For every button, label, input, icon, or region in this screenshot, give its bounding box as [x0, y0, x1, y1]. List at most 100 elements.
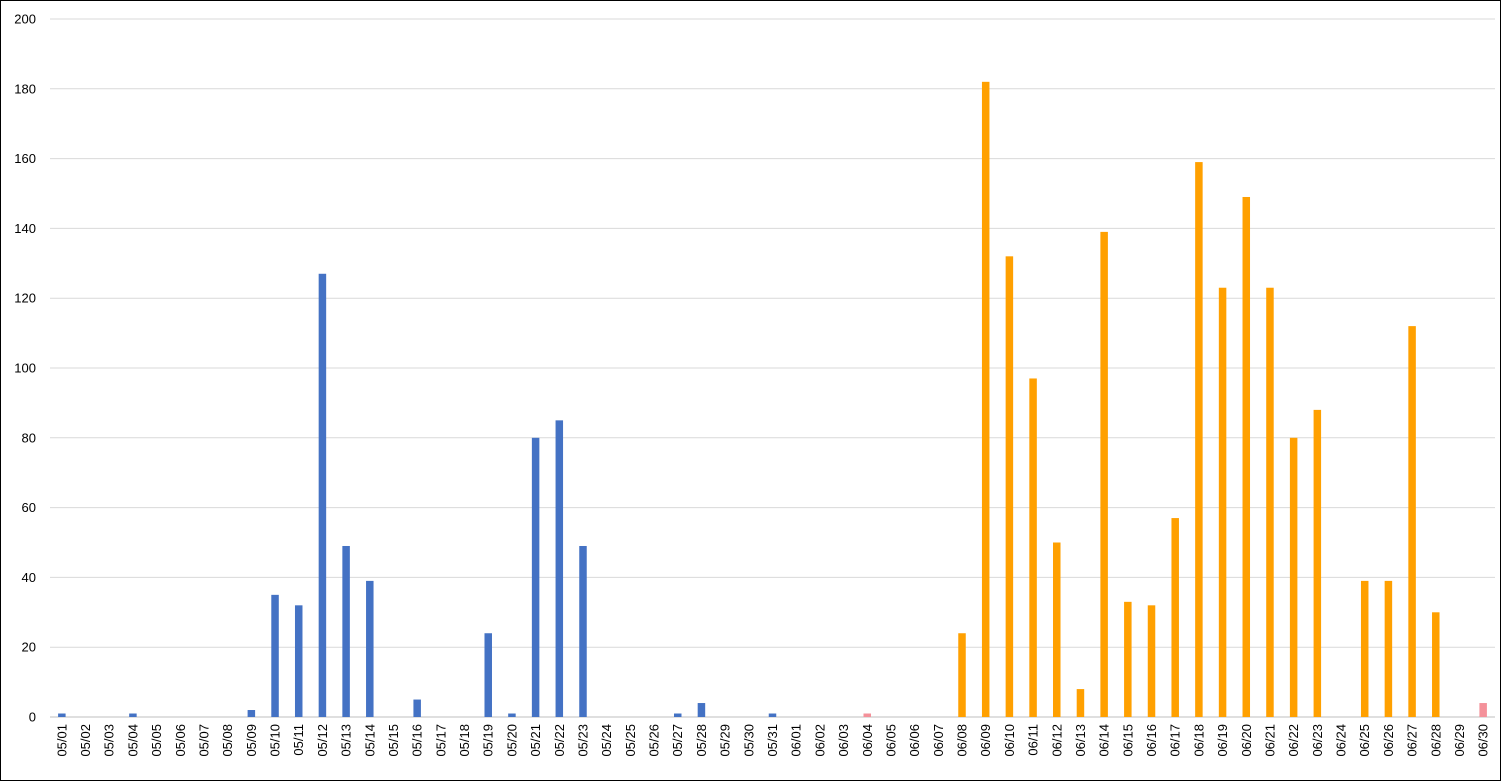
gridlines	[50, 18, 1495, 718]
x-tick-label: 06/02	[812, 724, 827, 757]
bar-06-27	[1408, 326, 1416, 717]
x-tick-label: 06/13	[1073, 724, 1088, 757]
x-tick-label: 06/14	[1097, 724, 1112, 757]
bar-06-08	[958, 633, 966, 717]
y-tick-label: 60	[22, 500, 36, 515]
x-tick-label: 05/16	[410, 724, 425, 757]
bar-05-23	[579, 545, 587, 717]
x-tick-label: 06/27	[1405, 724, 1420, 757]
bar-05-16	[413, 699, 421, 717]
x-tick-label: 05/19	[481, 724, 496, 757]
x-tick-label: 05/09	[244, 724, 259, 757]
bar-05-13	[342, 545, 350, 717]
bar-06-10	[1005, 256, 1014, 717]
bar-06-30	[1479, 703, 1487, 717]
x-tick-label: 05/14	[362, 724, 377, 757]
bar-05-10	[271, 594, 279, 717]
x-tick-label: 05/28	[694, 724, 709, 757]
x-tick-label: 05/31	[765, 724, 780, 757]
x-tick-label: 05/22	[552, 724, 567, 757]
x-tick-label: 05/01	[54, 724, 69, 757]
x-tick-label: 05/27	[670, 724, 685, 757]
bar-06-19	[1218, 287, 1227, 717]
x-tick-label: 06/21	[1262, 724, 1277, 757]
x-tick-label: 05/24	[599, 724, 614, 757]
bar-06-26	[1384, 580, 1393, 717]
x-tick-label: 05/06	[173, 724, 188, 757]
y-tick-label: 180	[14, 81, 36, 96]
bar-06-04	[863, 713, 872, 717]
bar-05-12	[318, 273, 327, 717]
x-tick-label: 06/12	[1049, 724, 1064, 757]
x-tick-label: 06/29	[1452, 724, 1467, 757]
x-tick-label: 05/12	[315, 724, 330, 757]
y-tick-label: 80	[22, 430, 36, 445]
bar-05-28	[697, 703, 706, 717]
x-tick-label: 06/15	[1120, 724, 1135, 757]
x-tick-label: 05/23	[575, 724, 590, 757]
bar-05-21	[531, 437, 540, 717]
x-tick-label: 05/07	[196, 724, 211, 757]
x-tick-label: 06/16	[1144, 724, 1159, 757]
x-tick-label: 06/09	[978, 724, 993, 757]
x-tick-label: 05/26	[647, 724, 662, 757]
x-tick-label: 06/20	[1239, 724, 1254, 757]
x-tick-label: 06/04	[860, 724, 875, 757]
x-tick-label: 06/26	[1381, 724, 1396, 757]
bar-05-09	[247, 710, 256, 717]
bar-06-11	[1029, 378, 1037, 717]
x-axis-tick-labels: 05/01 05/02 05/03 05/04 05/05 05/06 05/07 05/08…	[54, 724, 1490, 757]
x-tick-label: 06/01	[789, 724, 804, 757]
bar-06-09	[981, 81, 990, 717]
bar-06-12	[1053, 542, 1061, 717]
bar-05-22	[555, 420, 564, 717]
y-tick-label: 160	[14, 151, 36, 166]
x-tick-label: 05/02	[78, 724, 93, 757]
y-axis-tick-labels: 0 20 40 60 80 100 120 140 160 180 200	[14, 12, 36, 725]
x-tick-label: 05/25	[623, 724, 638, 757]
x-tick-label: 05/10	[268, 724, 283, 757]
x-tick-label: 05/20	[504, 724, 519, 757]
bar-06-25	[1360, 580, 1369, 717]
x-tick-label: 05/21	[528, 724, 543, 757]
x-tick-label: 06/19	[1215, 724, 1230, 757]
y-tick-label: 40	[22, 570, 36, 585]
y-tick-label: 120	[14, 291, 36, 306]
y-tick-label: 140	[14, 221, 36, 236]
x-tick-label: 06/24	[1334, 724, 1349, 757]
x-tick-label: 06/18	[1191, 724, 1206, 757]
bar-06-15	[1124, 601, 1132, 717]
x-tick-label: 06/05	[883, 724, 898, 757]
bar-05-31	[768, 713, 777, 717]
x-tick-label: 06/03	[836, 724, 851, 757]
bar-05-27	[673, 713, 682, 717]
x-tick-label: 06/25	[1357, 724, 1372, 757]
x-tick-label: 06/07	[931, 724, 946, 757]
bar-05-14	[366, 580, 374, 717]
x-tick-label: 06/10	[1002, 724, 1017, 757]
bar-06-14	[1100, 231, 1108, 717]
bar-06-16	[1147, 605, 1156, 717]
bar-06-22	[1289, 437, 1298, 717]
x-tick-label: 05/04	[125, 724, 140, 757]
bar-06-13	[1076, 689, 1085, 717]
y-tick-label: 100	[14, 361, 36, 376]
bar-06-21	[1266, 287, 1274, 717]
bars	[58, 81, 1487, 718]
x-tick-label: 05/05	[149, 724, 164, 757]
x-tick-label: 06/23	[1310, 724, 1325, 757]
x-tick-label: 05/08	[220, 724, 235, 757]
bar-05-04	[129, 713, 137, 717]
bar-06-17	[1171, 518, 1179, 717]
bar-06-23	[1313, 409, 1322, 717]
x-tick-label: 05/03	[102, 724, 117, 757]
x-tick-label: 05/18	[457, 724, 472, 757]
x-tick-label: 06/08	[955, 724, 970, 757]
x-tick-label: 05/17	[433, 724, 448, 757]
x-tick-label: 06/11	[1026, 724, 1041, 756]
x-tick-label: 06/28	[1428, 724, 1443, 757]
y-tick-label: 20	[22, 640, 36, 655]
x-tick-label: 06/06	[907, 724, 922, 757]
